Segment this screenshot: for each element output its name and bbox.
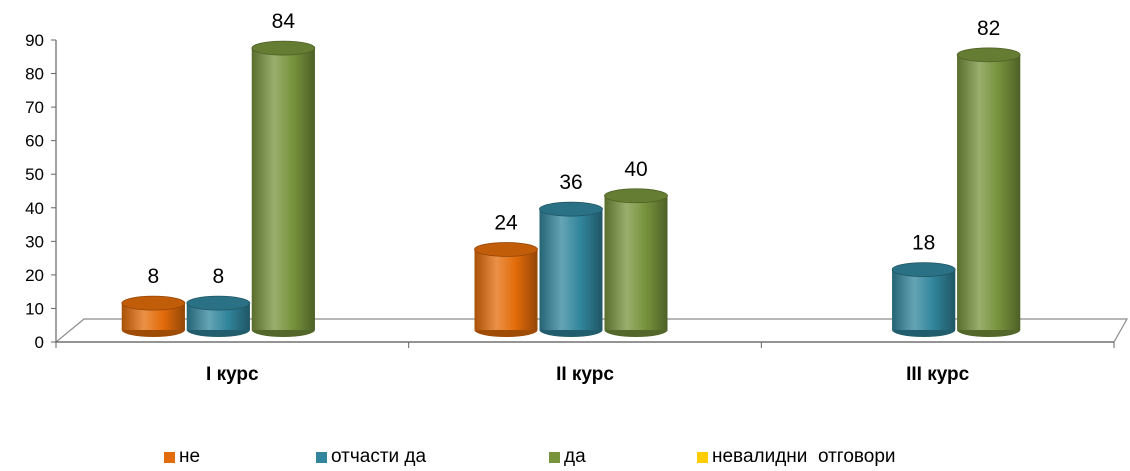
bar-top <box>956 47 1021 63</box>
legend-swatch <box>316 451 327 463</box>
bar-body-front <box>604 195 668 330</box>
bar-top <box>251 40 316 56</box>
bar-body-front <box>474 249 538 330</box>
bar <box>604 188 668 337</box>
data-label: 8 <box>212 265 224 288</box>
bar <box>956 47 1021 337</box>
bar <box>474 242 538 337</box>
legend-swatch <box>164 451 175 463</box>
legend-item: невалидни отговори <box>697 446 896 468</box>
legend-swatch <box>697 451 708 463</box>
bar-top <box>121 295 186 311</box>
y-tick-label: 10 <box>25 299 44 318</box>
bar-body-front <box>892 269 956 330</box>
data-label: 82 <box>977 17 1000 40</box>
y-tick-label: 60 <box>25 132 44 151</box>
bar <box>186 295 251 337</box>
bar-body-front <box>957 54 1021 330</box>
bar <box>121 295 186 337</box>
bar-top <box>891 262 956 278</box>
legend-item: не <box>164 446 200 468</box>
bar <box>891 262 956 337</box>
y-tick-label: 20 <box>25 266 44 285</box>
data-label: 36 <box>559 171 582 194</box>
bar <box>251 40 316 337</box>
legend: не отчасти да да невалидни отговори <box>0 446 1130 468</box>
bar-body-front <box>539 209 603 330</box>
legend-label: отчасти да <box>331 446 427 467</box>
bar-body-front <box>251 48 315 331</box>
legend-label: да <box>564 446 586 467</box>
x-tick-label: II курс <box>556 364 614 385</box>
y-tick-label: 40 <box>25 199 44 218</box>
bar-top <box>474 242 538 257</box>
bar-top <box>186 295 251 311</box>
y-tick-label: 0 <box>35 333 44 352</box>
legend-item: отчасти да <box>316 446 426 468</box>
data-label: 24 <box>494 211 518 234</box>
y-tick-label: 90 <box>25 31 44 50</box>
y-tick-label: 50 <box>25 165 44 184</box>
x-tick-label: III курс <box>906 364 970 385</box>
legend-label: не <box>179 446 201 467</box>
bar <box>539 201 603 337</box>
bar-top <box>604 188 668 204</box>
data-label: 18 <box>912 232 935 255</box>
x-tick-label: I курс <box>206 364 259 385</box>
y-tick-label: 80 <box>25 65 44 84</box>
legend-item: да <box>549 446 586 468</box>
legend-label: невалидни отговори <box>712 446 896 467</box>
data-label: 40 <box>624 158 647 181</box>
y-tick-label: 70 <box>25 98 44 117</box>
bar-top <box>539 201 603 217</box>
data-label: 84 <box>272 10 296 33</box>
y-tick-label: 30 <box>25 232 44 251</box>
data-label: 8 <box>147 265 159 288</box>
legend-swatch <box>549 451 560 463</box>
